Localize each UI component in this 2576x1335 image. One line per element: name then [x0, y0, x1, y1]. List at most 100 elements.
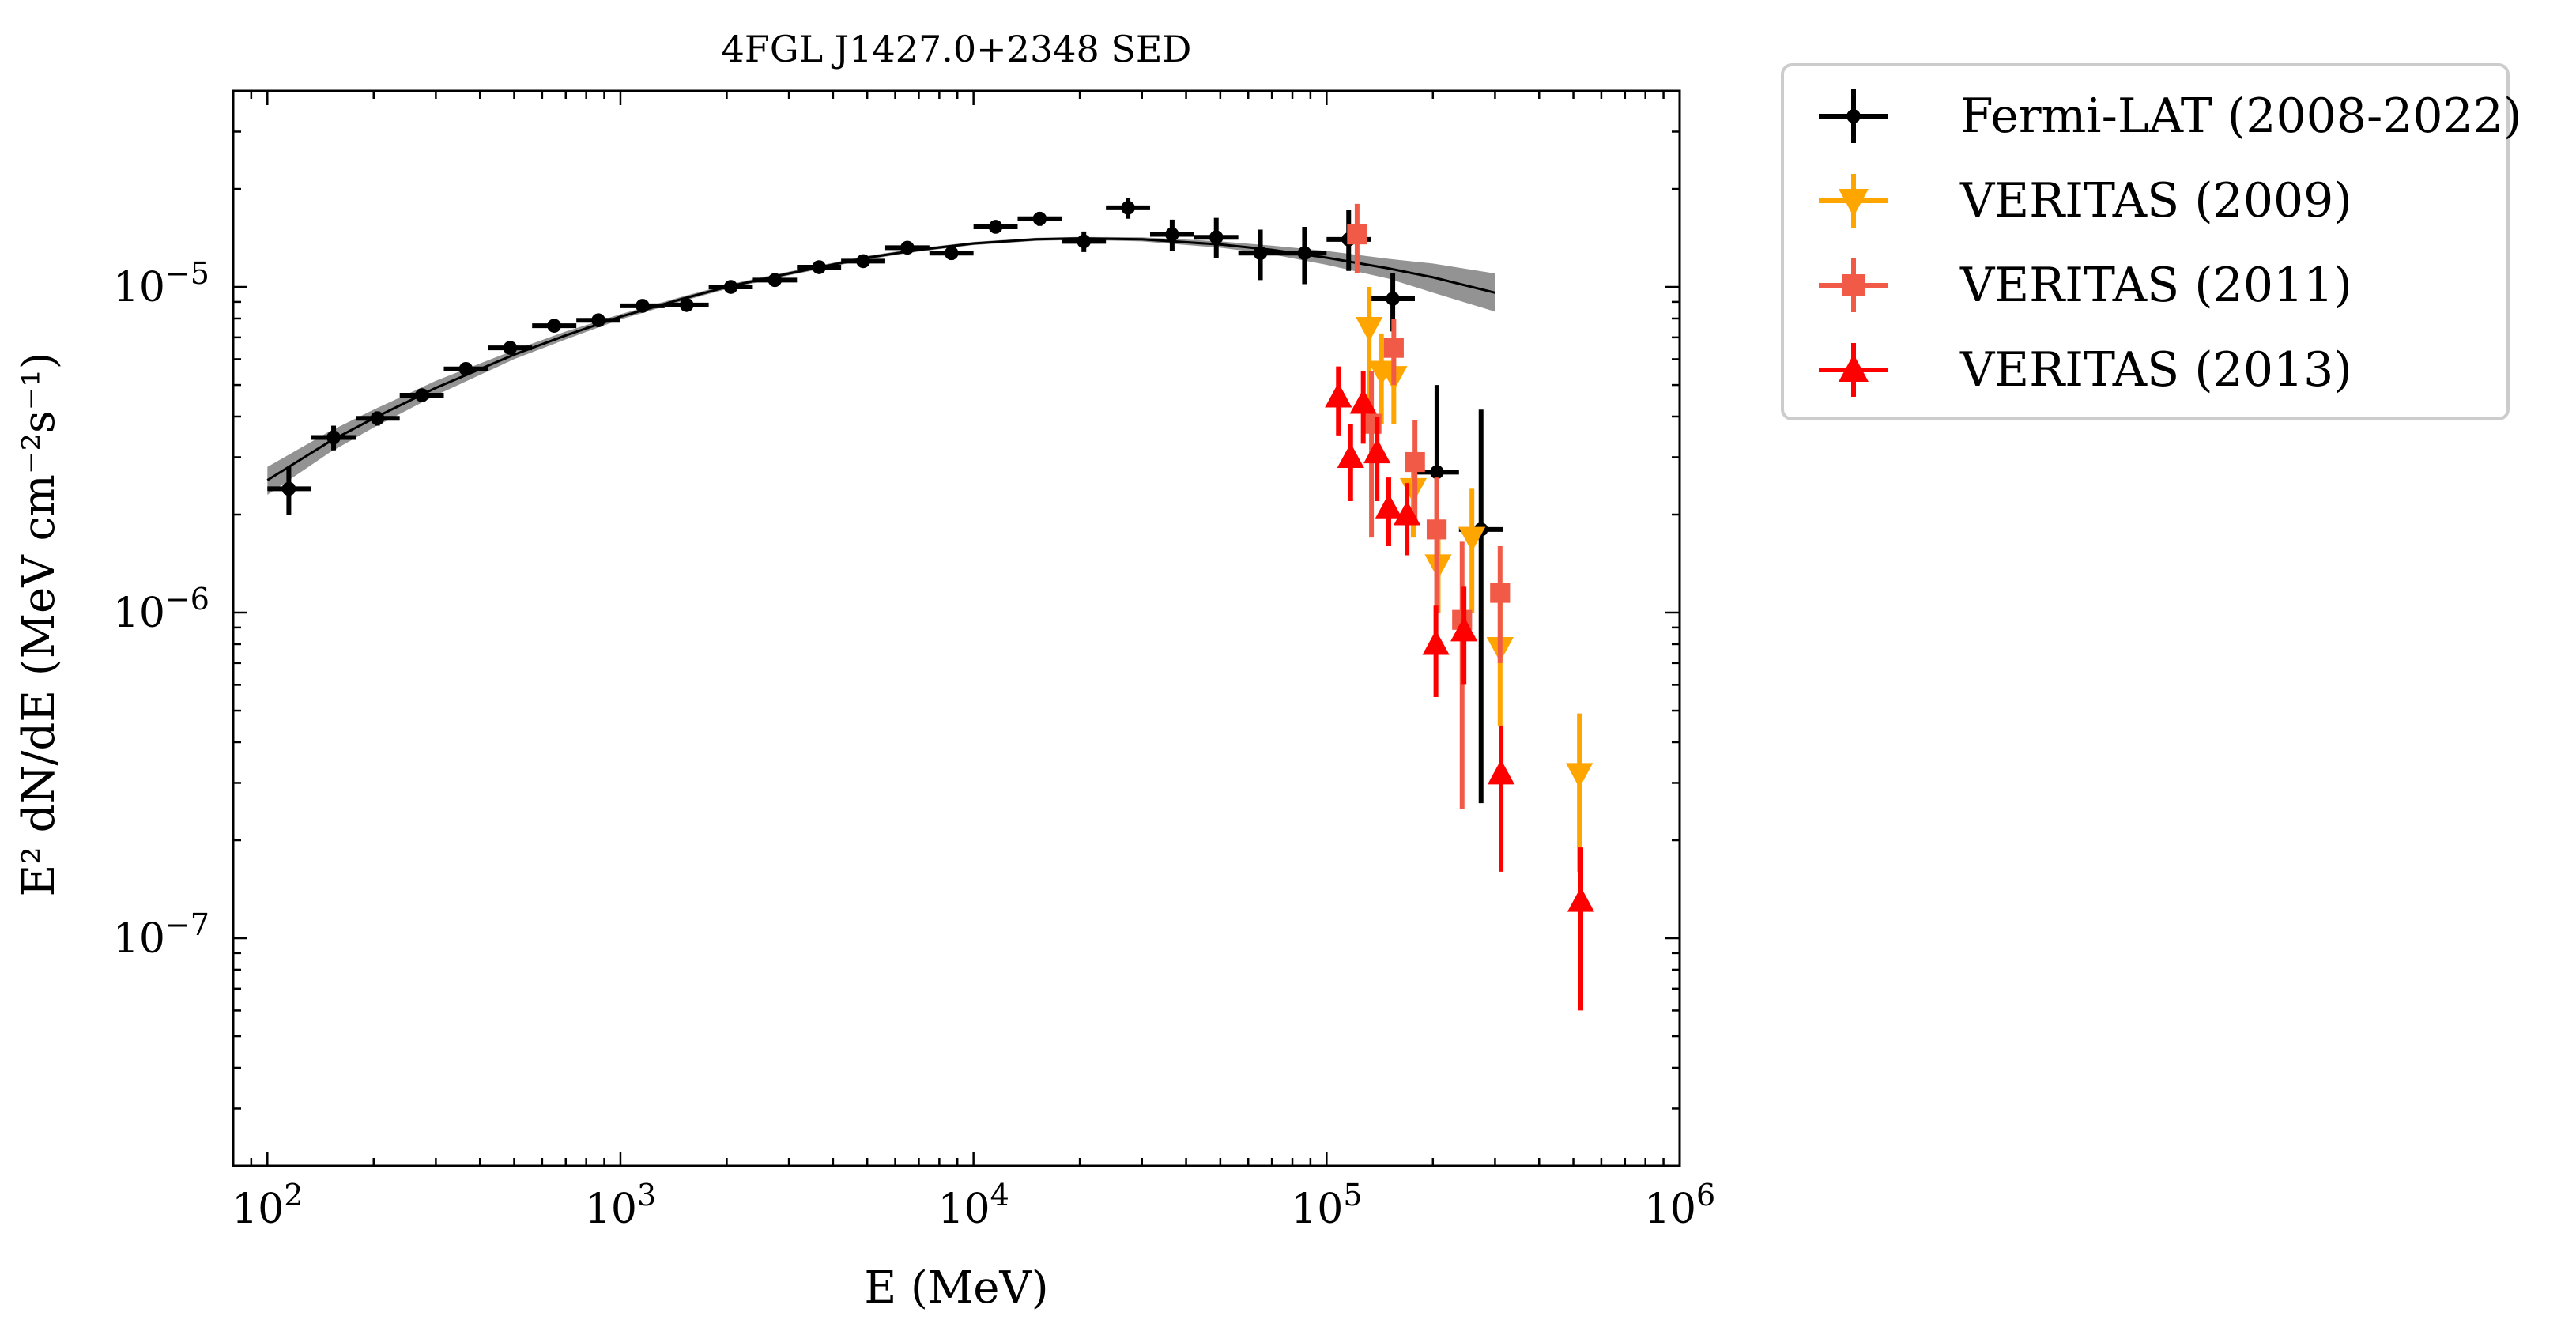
data-point: [620, 299, 665, 313]
data-point: [1450, 586, 1478, 685]
point-marker: [281, 481, 296, 496]
point-marker: [988, 220, 1003, 234]
data-point: [1238, 229, 1283, 281]
point-marker: [1032, 211, 1047, 226]
x-tick-label: 106: [1644, 1178, 1715, 1233]
legend-label: VERITAS (2011): [1959, 258, 2352, 313]
data-point: [1458, 488, 1486, 613]
y-tick-label: 10−5: [113, 256, 209, 311]
data-point: [841, 254, 885, 269]
data-point: [1106, 198, 1150, 219]
data-point: [1194, 217, 1239, 258]
point-marker: [1325, 382, 1352, 408]
point-marker: [1567, 887, 1595, 912]
legend-marker: [1839, 189, 1869, 217]
point-marker: [370, 411, 385, 426]
data-point: [1349, 371, 1377, 444]
x-tick-label: 105: [1291, 1178, 1362, 1233]
model-band: [267, 236, 1495, 495]
data-point: [1426, 477, 1447, 613]
point-marker: [1487, 759, 1515, 785]
data-point: [443, 361, 488, 376]
point-marker: [1347, 224, 1367, 245]
data-point: [1394, 483, 1421, 556]
data-point: [267, 466, 311, 515]
point-marker: [1165, 227, 1179, 242]
point-marker: [1490, 583, 1511, 603]
point-marker: [1422, 629, 1450, 655]
point-marker: [812, 260, 827, 274]
legend-marker: [1842, 274, 1865, 296]
data-point: [1337, 424, 1364, 501]
data-point: [1363, 416, 1391, 501]
x-tick-label: 104: [937, 1178, 1009, 1233]
data-point: [797, 260, 842, 274]
data-point: [1566, 713, 1593, 872]
point-marker: [1356, 317, 1383, 342]
data-point: [399, 388, 444, 402]
legend-label: Fermi-LAT (2008-2022): [1960, 89, 2521, 144]
point-marker: [1375, 493, 1403, 519]
data-point: [532, 319, 577, 333]
series-1: [267, 198, 1503, 804]
model-line: [266, 237, 1495, 481]
point-marker: [1209, 230, 1224, 245]
point-marker: [1458, 526, 1486, 552]
data-point: [1347, 203, 1367, 273]
point-marker: [1430, 465, 1444, 480]
point-marker: [1566, 763, 1593, 788]
data-point: [1017, 211, 1062, 226]
data-point: [1325, 366, 1352, 436]
model-curve: [266, 237, 1495, 481]
point-marker: [1363, 438, 1391, 464]
point-marker: [1450, 616, 1478, 642]
x-axis-label: E (MeV): [864, 1262, 1048, 1314]
legend-entry: VERITAS (2013): [1819, 342, 2352, 398]
legend-entry: VERITAS (2011): [1819, 258, 2352, 313]
point-marker: [944, 246, 959, 261]
data-point: [1405, 420, 1425, 522]
data-point: [488, 341, 533, 355]
point-marker: [856, 254, 870, 269]
point-marker: [1386, 292, 1400, 306]
x-tick-label: 102: [232, 1178, 303, 1233]
legend-label: VERITAS (2013): [1959, 342, 2352, 398]
point-marker: [458, 361, 473, 376]
data-point: [708, 280, 753, 294]
data-point: [576, 313, 620, 328]
point-marker: [1337, 443, 1364, 468]
data-point: [1487, 725, 1515, 872]
data-point: [973, 220, 1018, 234]
data-point: [1567, 847, 1595, 1011]
point-marker: [591, 313, 605, 328]
data-point: [929, 246, 974, 261]
chart-title: 4FGL J1427.0+2348 SED: [722, 28, 1192, 70]
legend: Fermi-LAT (2008-2022) VERITAS (2009) VERIT…: [1781, 63, 2521, 420]
data-point: [1490, 545, 1511, 663]
y-tick-label: 10−6: [113, 582, 209, 637]
data-points: [267, 198, 1595, 1011]
point-marker: [1077, 234, 1092, 249]
series-2: [1356, 287, 1593, 872]
legend-marker: [1846, 109, 1861, 123]
point-marker: [1426, 519, 1447, 540]
data-point: [1422, 605, 1450, 698]
data-point: [356, 411, 400, 426]
y-tick-label: 10−7: [113, 907, 209, 963]
legend-label: VERITAS (2009): [1959, 173, 2352, 228]
data-point: [1062, 231, 1107, 252]
legend-entry: Fermi-LAT (2008-2022): [1819, 89, 2521, 144]
point-marker: [1297, 246, 1312, 261]
data-point: [1375, 477, 1403, 546]
point-marker: [547, 319, 561, 333]
point-marker: [900, 240, 915, 255]
data-point: [664, 298, 709, 312]
legend-entry: VERITAS (2009): [1819, 173, 2352, 228]
data-point: [1282, 226, 1327, 285]
axis-ticks: 102 103 104 105 106 10−7 10−6 10−5: [113, 89, 1715, 1233]
point-marker: [1121, 201, 1135, 215]
legend-box: [1781, 63, 2510, 420]
point-marker: [1383, 338, 1404, 358]
point-marker: [503, 341, 518, 355]
